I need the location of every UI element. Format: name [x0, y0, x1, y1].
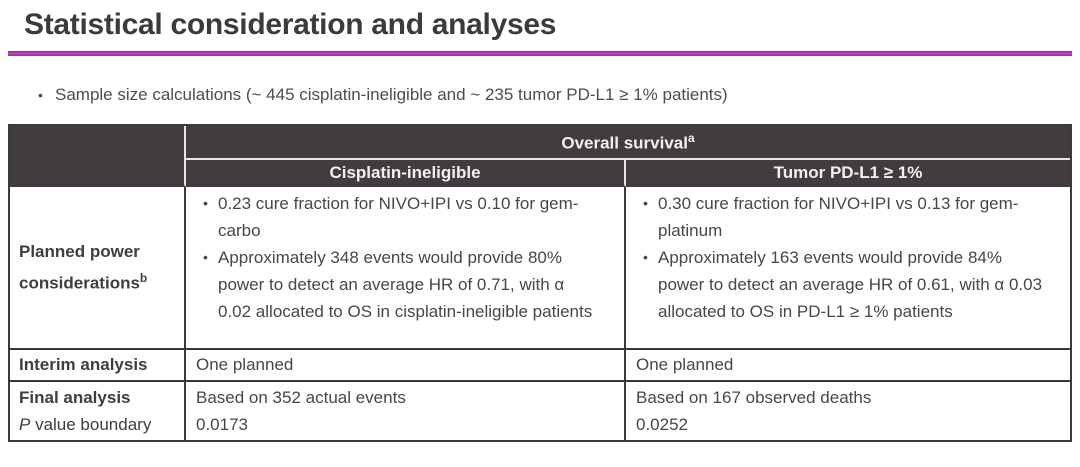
final-cisplatin-pvalue: 0.0173: [196, 415, 248, 434]
cisplatin-bullet-list: • 0.23 cure fraction for NIVO+IPI vs 0.1…: [186, 189, 624, 325]
bullet-icon: •: [643, 249, 648, 265]
bullet-item: • 0.30 cure fraction for NIVO+IPI vs 0.1…: [626, 190, 1070, 244]
pdl1-bullet-list: • 0.30 cure fraction for NIVO+IPI vs 0.1…: [626, 189, 1070, 325]
bullet-text: 0.30 cure fraction for NIVO+IPI vs 0.13 …: [658, 194, 1019, 240]
final-cisplatin-cell: Based on 352 actual events 0.0173: [186, 382, 626, 440]
row-final-analysis: Final analysis P value boundary Based on…: [10, 382, 1071, 440]
bullet-item: • Approximately 348 events would provide…: [186, 244, 624, 325]
bullet-text: Approximately 348 events would provide 8…: [218, 248, 593, 321]
header-group-row: Overall survivala: [10, 126, 1071, 187]
row-planned-power: Planned power considerationsb • 0.23 cur…: [10, 187, 1071, 350]
p-value-boundary-rest: value boundary: [30, 415, 152, 434]
overall-survival-label: Overall survival: [561, 133, 688, 153]
p-italic: P: [19, 415, 31, 434]
final-analysis-label-cell: Final analysis P value boundary: [10, 382, 186, 440]
title-accent-rule: [8, 51, 1072, 56]
row-interim-analysis: Interim analysis One planned One planned: [10, 350, 1071, 382]
final-analysis-label: Final analysis: [19, 388, 131, 407]
final-pdl1-deaths: Based on 167 observed deaths: [636, 388, 872, 407]
planned-power-label-cell: Planned power considerationsb: [10, 187, 186, 350]
interim-analysis-label: Interim analysis: [10, 350, 186, 382]
bullet-icon: •: [203, 195, 208, 211]
bullet-item: • 0.23 cure fraction for NIVO+IPI vs 0.1…: [186, 190, 624, 244]
page-title: Statistical consideration and analyses: [24, 8, 557, 41]
overall-survival-superscript: a: [687, 130, 695, 145]
sample-size-text: Sample size calculations (~ 445 cisplati…: [55, 85, 728, 104]
bullet-item: • Approximately 163 events would provide…: [626, 244, 1070, 325]
header-col-tumor-pdl1: Tumor PD-L1 ≥ 1%: [626, 160, 1071, 187]
bullet-icon: •: [38, 87, 43, 103]
planned-power-cisplatin-cell: • 0.23 cure fraction for NIVO+IPI vs 0.1…: [186, 187, 626, 350]
final-pdl1-pvalue: 0.0252: [636, 415, 688, 434]
header-overall-survival: Overall survivala: [186, 126, 1071, 160]
interim-cisplatin-value: One planned: [186, 350, 626, 382]
bullet-text: 0.23 cure fraction for NIVO+IPI vs 0.10 …: [218, 194, 579, 240]
slide: Statistical consideration and analyses •…: [0, 6, 1080, 467]
interim-pdl1-value: One planned: [626, 350, 1071, 382]
sample-size-bullet-row: • Sample size calculations (~ 445 cispla…: [38, 83, 1050, 107]
planned-power-superscript: b: [139, 270, 148, 285]
bullet-text: Approximately 163 events would provide 8…: [658, 248, 1043, 321]
header-col-cisplatin-ineligible: Cisplatin-ineligible: [186, 160, 626, 187]
bullet-icon: •: [203, 249, 208, 265]
final-cisplatin-events: Based on 352 actual events: [196, 388, 406, 407]
header-subcolumns-row: Cisplatin-ineligible Tumor PD-L1 ≥ 1%: [10, 160, 1071, 187]
header-empty-corner-cell: [10, 126, 186, 187]
p-value-boundary-label: P value boundary: [19, 411, 180, 438]
statistics-table: Overall survivala Cisplatin-ineligible T…: [8, 124, 1073, 442]
bullet-icon: •: [643, 195, 648, 211]
final-pdl1-cell: Based on 167 observed deaths 0.0252: [626, 382, 1071, 440]
planned-power-label: Planned power considerations: [19, 241, 140, 293]
planned-power-pdl1-cell: • 0.30 cure fraction for NIVO+IPI vs 0.1…: [626, 187, 1071, 350]
